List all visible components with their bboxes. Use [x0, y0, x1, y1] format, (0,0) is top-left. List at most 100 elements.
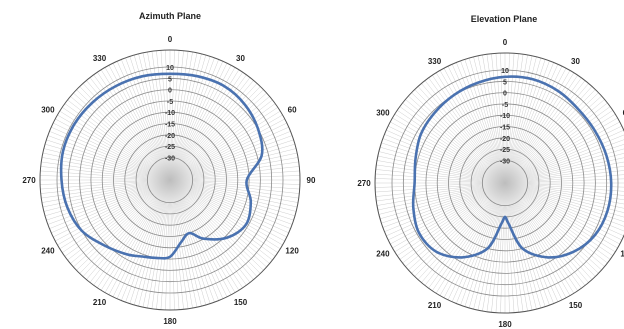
grid-spoke — [524, 117, 618, 172]
grid-spoke — [179, 63, 228, 160]
grid-spoke — [522, 197, 605, 267]
grid-spoke — [189, 191, 283, 246]
grid-spoke — [397, 195, 487, 256]
grid-spoke — [523, 195, 613, 256]
grid-spoke — [526, 190, 624, 227]
grid-spoke — [125, 57, 163, 159]
grid-spoke — [142, 202, 166, 308]
grid-spoke — [527, 170, 624, 181]
grid-spoke — [189, 190, 285, 242]
grid-spoke — [185, 86, 261, 164]
grid-spoke — [108, 65, 160, 161]
grid-spoke — [192, 152, 298, 176]
grid-spoke — [190, 122, 287, 171]
grid-spoke — [524, 193, 620, 245]
grid-spoke — [394, 194, 486, 253]
pattern-series-line — [411, 75, 613, 259]
grid-spoke — [378, 151, 484, 178]
grid-spoke — [513, 203, 559, 302]
grid-spoke — [183, 198, 247, 286]
grid-spoke — [82, 196, 156, 277]
grid-spoke — [513, 62, 554, 163]
grid-spoke — [510, 57, 542, 162]
radial-tick-label: -15 — [165, 122, 175, 129]
grid-spoke — [189, 191, 281, 250]
grid-spoke — [428, 77, 492, 165]
grid-spoke — [191, 139, 294, 174]
grid-spoke — [191, 143, 296, 175]
grid-spoke — [375, 178, 483, 183]
grid-ring — [436, 114, 574, 252]
pattern-series-line — [59, 72, 264, 260]
grid-spoke — [376, 185, 483, 202]
grid-spoke — [510, 204, 537, 310]
grid-spoke — [43, 148, 149, 175]
grid-spoke — [176, 201, 211, 304]
grid-spoke — [165, 50, 170, 158]
grid-spoke — [189, 118, 285, 170]
grid-spoke — [104, 67, 159, 161]
grid-spoke — [151, 202, 168, 309]
grid-spoke — [177, 201, 215, 303]
grid-spoke — [192, 175, 300, 180]
grid-spoke — [402, 196, 488, 264]
grid-ring — [459, 137, 551, 229]
grid-spoke — [521, 95, 602, 169]
grid-spoke — [192, 157, 299, 177]
grid-spoke — [421, 200, 491, 283]
grid-spoke — [526, 153, 624, 178]
grid-spoke — [516, 202, 571, 296]
grid-spoke — [507, 54, 524, 161]
grid-spoke — [486, 54, 503, 161]
grid-spoke — [133, 201, 165, 306]
grid-spoke — [97, 198, 158, 288]
grid-spoke — [42, 152, 148, 176]
grid-spoke — [523, 106, 611, 170]
grid-spoke — [451, 203, 497, 302]
grid-spoke — [175, 201, 202, 307]
grid-spoke — [55, 118, 151, 170]
grid-ring — [135, 145, 205, 215]
grid-spoke — [519, 199, 593, 280]
grid-spoke — [192, 170, 300, 179]
grid-spoke — [527, 185, 624, 196]
grid-spoke — [421, 83, 491, 166]
grid-spoke — [182, 72, 243, 162]
grid-spoke — [188, 107, 278, 168]
grid-spoke — [376, 164, 483, 181]
grid-spoke — [86, 80, 156, 163]
grid-spoke — [517, 201, 578, 291]
grid-spoke — [417, 199, 491, 280]
grid-spoke — [57, 114, 151, 169]
grid-ring — [448, 126, 562, 240]
grid-spoke — [89, 77, 157, 163]
grid-spoke — [519, 86, 593, 167]
grid-spoke — [181, 69, 240, 161]
grid-spoke — [514, 203, 563, 300]
grid-spoke — [520, 199, 596, 277]
elevation-polar-chart: Elevation Plane 10 5 0 -5 -10 -15 -20 -25 -30 0 30… — [357, 14, 624, 329]
grid-spoke — [53, 189, 150, 238]
grid-spoke — [170, 202, 175, 310]
angle-tick-label: 0 — [168, 35, 173, 44]
grid-spoke — [506, 53, 515, 161]
grid-spoke — [432, 75, 493, 165]
grid-spoke — [411, 198, 489, 274]
grid-spoke — [40, 166, 148, 178]
outer-ring — [39, 49, 301, 311]
grid-spoke — [509, 205, 533, 311]
grid-spoke — [464, 59, 499, 162]
angle-tick-label: 60 — [288, 106, 297, 115]
angle-tick-label: 60 — [623, 109, 624, 118]
grid-spoke — [525, 129, 624, 175]
grid-spoke — [390, 193, 486, 245]
grid-ring — [56, 66, 284, 294]
grid-ring — [124, 134, 216, 226]
grid-spoke — [443, 68, 495, 164]
grid-spoke — [160, 202, 169, 310]
grid-spoke — [191, 186, 294, 221]
angle-tick-label: 120 — [285, 247, 299, 256]
grid-spoke — [375, 173, 483, 182]
grid-spoke — [516, 70, 571, 164]
grid-spoke — [525, 191, 624, 237]
